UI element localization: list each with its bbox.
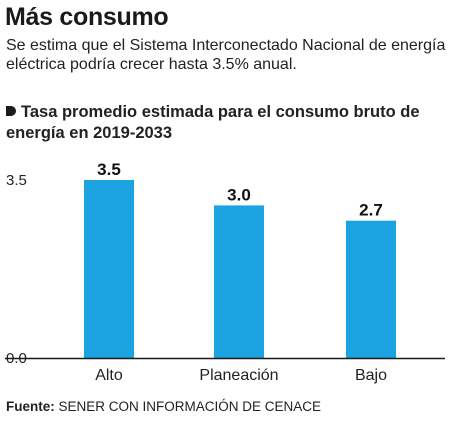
source-note: Fuente: SENER CON INFORMACIÓN DE CENACE (6, 398, 446, 416)
bar-value-label: 3.0 (227, 185, 251, 204)
bar (214, 205, 264, 358)
chart-title: Más consumo (5, 3, 169, 31)
bar (346, 220, 396, 358)
bar-chart: 0.03.5 3.53.02.7 Alto Planeación Bajo (5, 160, 445, 384)
x-tick-label: Alto (95, 367, 123, 384)
x-tick-label: Bajo (355, 367, 387, 384)
source-text: SENER CON INFORMACIÓN DE CENACE (58, 399, 322, 414)
series-title-text: Tasa promedio estimada para el consumo b… (6, 103, 420, 142)
x-tick-label: Planeación (199, 367, 278, 384)
bar-value-label: 2.7 (359, 201, 383, 220)
y-tick-label: 3.5 (6, 172, 27, 189)
chart-subtitle: Se estima que el Sistema Interconectado … (6, 37, 446, 73)
source-label: Fuente: (6, 399, 55, 414)
series-title: Tasa promedio estimada para el consumo b… (6, 102, 446, 144)
bullet-marker-icon (6, 106, 16, 116)
bar-value-label: 3.5 (97, 160, 121, 179)
bar (84, 180, 134, 358)
